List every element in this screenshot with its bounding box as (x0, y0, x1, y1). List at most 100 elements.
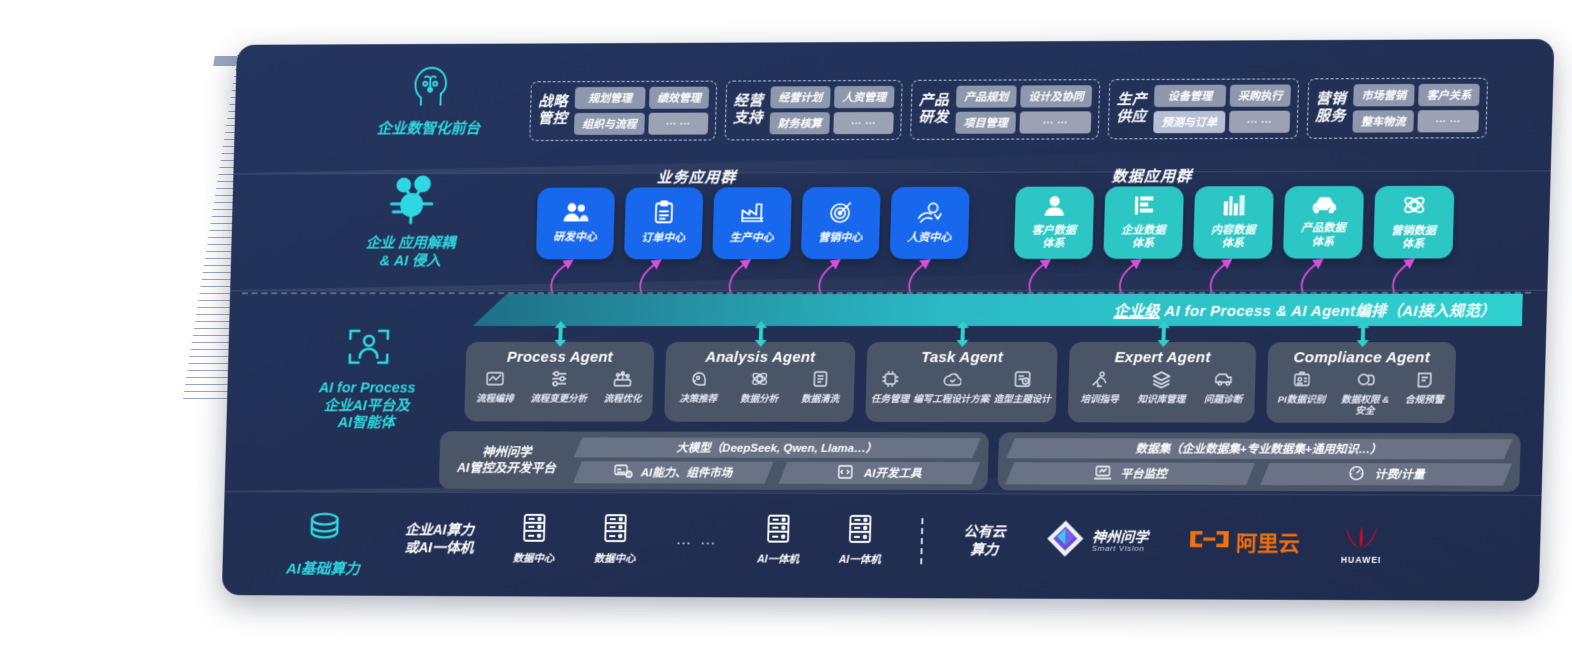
platform-cell-billing[interactable]: 计费/计量 (1260, 463, 1511, 486)
agent-fn-label: 数据权限 & 安全 (1340, 394, 1390, 417)
agent-fn-label: 知识库管理 (1137, 394, 1186, 406)
agent-fn[interactable]: 数据分析 (740, 370, 779, 406)
server-rack-icon (764, 514, 793, 549)
platform-cell-monitor[interactable]: 平台监控 (1006, 462, 1255, 485)
ai-market-icon (614, 463, 633, 482)
vendor-name: HUAWEI (1340, 554, 1382, 565)
agent-fn[interactable]: 流程编排 (476, 370, 515, 405)
agent-fn-label: 培训指导 (1080, 394, 1119, 406)
data-clean-icon (810, 370, 831, 393)
agent-fn-label: 合规预警 (1404, 394, 1444, 406)
app-card-marketing[interactable]: 营销中心 (800, 187, 881, 260)
knowledge-base-icon (1151, 370, 1172, 393)
enterprise-compute-label: 企业AI算力 或AI一体机 (404, 521, 475, 555)
agent-fn[interactable]: 合规预警 (1404, 370, 1444, 417)
decision-icon (688, 370, 709, 393)
agent-fn[interactable]: 流程优化 (604, 370, 643, 406)
platform-cell-ai-devtool[interactable]: AI开发工具 (779, 462, 980, 484)
agent-fn[interactable]: 问题诊断 (1204, 370, 1243, 406)
agent-card-compliance[interactable]: Compliance Agent PI数据识别 数据权限 & 安全 合规预 (1266, 321, 1457, 423)
server-rack-icon (601, 513, 630, 548)
rail-app-decoupling: 企业 应用解耦 & AI 侵入 (324, 173, 499, 271)
agent-card-task[interactable]: Task Agent 任务管理 编写工程设计方案 造型主题设计 (865, 321, 1058, 423)
engineering-doc-icon (941, 370, 962, 393)
agent-fn[interactable]: 培训指导 (1080, 370, 1119, 406)
infra-node-label: 数据中心 (512, 552, 555, 565)
flow-orchestrate-icon (485, 370, 505, 393)
up-down-arrow-icon (552, 320, 569, 352)
agent-fn-label: 造型主题设计 (993, 394, 1052, 406)
business-card-row: 研发中心 订单中心 生产中心 (535, 186, 970, 260)
data-card-enterprise[interactable]: 企业数据 体系 (1103, 186, 1184, 259)
infra-node-ai-2[interactable]: AI一体机 (839, 514, 882, 567)
architecture-board: 企业数智化前台 战略 管控 规划管理 绩效管理 组织与流程 … … 经营 支持 (222, 39, 1555, 601)
agent-fn[interactable]: 编写工程设计方案 (913, 370, 990, 406)
app-decoupling-icon (325, 173, 499, 230)
vendor-alicloud[interactable]: 阿里云 (1188, 527, 1300, 558)
meter-icon (1347, 465, 1367, 484)
agent-fn-label: 流程编排 (476, 393, 514, 405)
task-manage-icon (880, 370, 901, 393)
agent-fn-label: 数据清洗 (801, 393, 840, 405)
app-card-rd[interactable]: 研发中心 (535, 187, 616, 260)
infra-node-label: AI一体机 (838, 553, 881, 566)
agent-fn[interactable]: 数据权限 & 安全 (1341, 370, 1391, 417)
agent-fn-label: 决策推荐 (679, 393, 718, 405)
app-card-order[interactable]: 订单中心 (623, 187, 704, 260)
infra-node-ai-1[interactable]: AI一体机 (757, 514, 800, 567)
huawei-logo (1340, 519, 1384, 554)
agent-card-analysis[interactable]: Analysis Agent 决策推荐 数据分析 数据清洗 (664, 320, 856, 422)
platform-left-panel: 神州问学 AI管控及开发平台 大模型（DeepSeek, Qwen, Llama… (438, 431, 989, 491)
agent-fn-label: PI数据识别 (1277, 394, 1326, 406)
platform-cell-label: 平台监控 (1120, 468, 1167, 481)
server-rack-icon (520, 513, 549, 548)
agent-fn-label: 数据分析 (740, 393, 779, 405)
agent-fn[interactable]: 数据清洗 (801, 370, 840, 406)
platform-left-label: 神州问学 AI管控及开发平台 (456, 444, 556, 476)
hr-person-icon (917, 201, 944, 229)
infra-node-label: 数据中心 (593, 552, 636, 566)
infra-node-dc-1[interactable]: 数据中心 (513, 513, 556, 566)
training-icon (1090, 370, 1111, 393)
model-design-icon (1012, 370, 1033, 393)
agent-fn[interactable]: 造型主题设计 (994, 370, 1052, 406)
infra-node-label: AI一体机 (756, 553, 800, 566)
platform-model-bar[interactable]: 大模型（DeepSeek, Qwen, Llama…） (574, 437, 981, 458)
platform-dataset-bar[interactable]: 数据集（企业数据集+专业数据集+通用知识…） (1006, 438, 1512, 459)
data-analysis-icon (749, 370, 770, 393)
data-card-customer[interactable]: 客户数据 体系 (1013, 186, 1095, 259)
data-card-product[interactable]: 产品数据 体系 (1282, 185, 1365, 259)
agent-fn[interactable]: 流程变更分析 (530, 370, 587, 406)
agent-card-expert[interactable]: Expert Agent 培训指导 知识库管理 问题诊断 (1067, 321, 1257, 423)
vendor-name: 神州问学 (1091, 528, 1149, 545)
vendor-name: 阿里云 (1235, 531, 1301, 556)
agent-fn-label: 任务管理 (870, 393, 910, 406)
agent-fn-label: 流程优化 (603, 393, 642, 405)
platform-right-panel: 数据集（企业数据集+专业数据集+通用知识…） 平台监控 计费/计量 (997, 432, 1521, 492)
agent-fn-label: 问题诊断 (1203, 394, 1243, 406)
rail-label: AI for Process 企业AI平台及 AI智能体 (318, 380, 416, 432)
car-icon (1310, 195, 1338, 219)
agent-fn-label: 流程变更分析 (530, 393, 588, 405)
data-permission-icon (1355, 370, 1376, 393)
platform-cell-label: 计费/计量 (1374, 469, 1425, 482)
smartvision-logo (1045, 519, 1086, 564)
infra-node-dc-2[interactable]: 数据中心 (594, 513, 637, 566)
up-down-arrow-icon (954, 321, 971, 352)
ai-devtool-icon (837, 463, 856, 482)
vendor-huawei[interactable]: HUAWEI (1340, 519, 1384, 565)
agent-fn[interactable]: 任务管理 (871, 370, 910, 406)
agent-fn[interactable]: PI数据识别 (1277, 370, 1326, 417)
agent-fn-label: 编写工程设计方案 (913, 394, 990, 406)
vendor-sub: Smart Vision (1091, 544, 1145, 554)
flow-change-icon (549, 370, 569, 393)
connector-arrows (222, 39, 1555, 601)
agent-fn[interactable]: 决策推荐 (679, 370, 718, 406)
platform-cell-ai-market[interactable]: AI能力、组件市场 (573, 461, 773, 483)
agent-card-process[interactable]: Process Agent 流程编排 流程变更分析 流程优化 (464, 320, 655, 422)
vendor-smartvision[interactable]: 神州问学 Smart Vision (1045, 519, 1149, 565)
monitor-icon (1093, 464, 1113, 483)
agent-fn[interactable]: 知识库管理 (1137, 370, 1186, 406)
app-card-hr[interactable]: 人资中心 (889, 186, 970, 259)
